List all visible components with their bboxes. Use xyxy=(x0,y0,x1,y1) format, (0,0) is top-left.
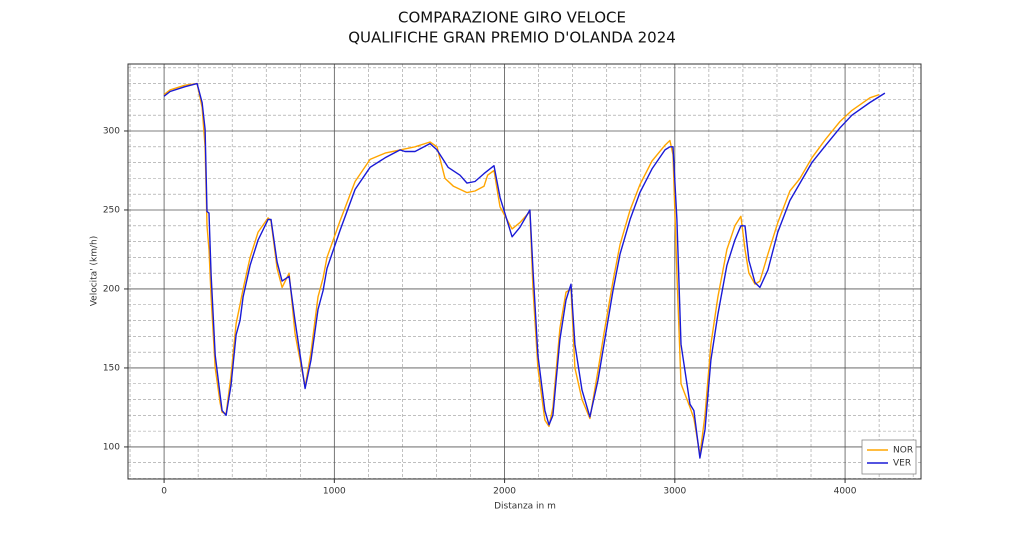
y-tick-label: 100 xyxy=(103,442,120,452)
x-tick-label: 2000 xyxy=(493,487,516,497)
y-tick-label: 250 xyxy=(103,205,120,215)
legend-label: NOR xyxy=(893,446,913,456)
chart-subtitle: QUALIFICHE GRAN PREMIO D'OLANDA 2024 xyxy=(348,29,676,47)
x-tick-label: 0 xyxy=(161,487,167,497)
x-axis-label: Distanza in m xyxy=(494,502,556,512)
y-tick-label: 300 xyxy=(103,126,120,136)
plot-frame xyxy=(127,63,922,480)
x-tick-label: 4000 xyxy=(834,487,857,497)
line-series xyxy=(163,82,880,456)
x-tick-label: 3000 xyxy=(663,487,686,497)
chart-title: COMPARAZIONE GIRO VELOCE xyxy=(398,9,626,27)
y-tick-label: 150 xyxy=(103,363,120,373)
legend-box xyxy=(861,439,917,475)
y-tick-label: 200 xyxy=(103,284,120,294)
x-tick-label: 1000 xyxy=(323,487,346,497)
y-axis-label: Velocita' (km/h) xyxy=(90,236,100,307)
legend-label: VER xyxy=(893,459,911,469)
line-series xyxy=(163,82,886,459)
